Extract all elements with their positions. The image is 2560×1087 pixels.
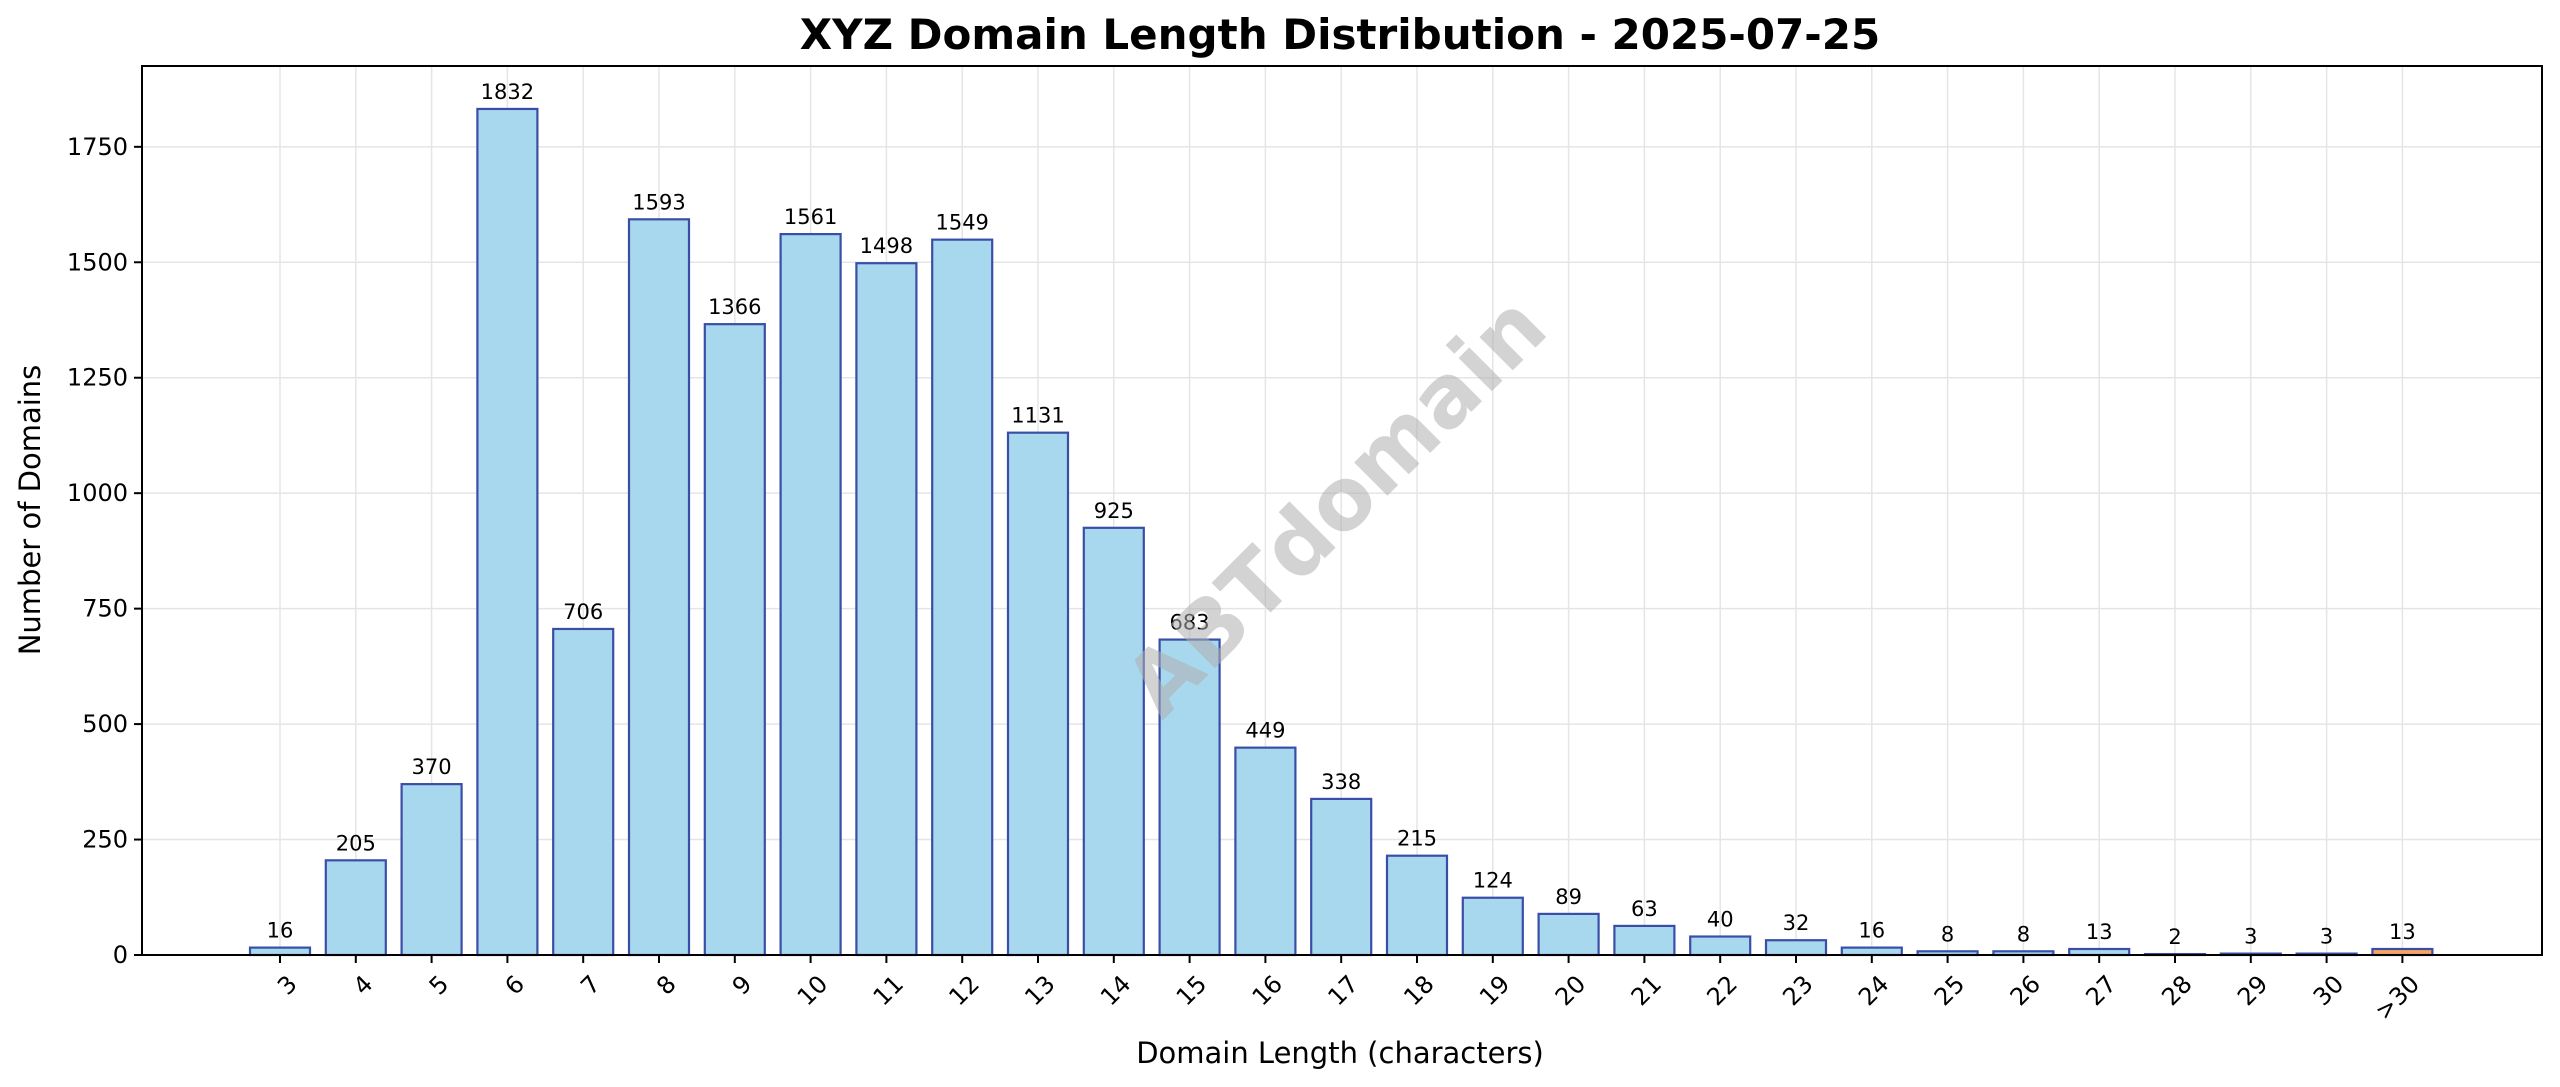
- data-label: 1561: [784, 205, 837, 229]
- data-label: 8: [2017, 922, 2030, 946]
- bar-8: [627, 218, 691, 957]
- bar-10: [779, 233, 842, 957]
- y-tick-label: 1250: [67, 364, 128, 392]
- bar-9: [703, 323, 766, 957]
- data-label: 338: [1321, 770, 1361, 794]
- y-tick-label: 1000: [67, 479, 128, 507]
- x-tick-label: 6: [499, 970, 530, 1001]
- data-label: 2: [2168, 925, 2181, 949]
- bar-15: [1158, 638, 1221, 957]
- data-label: 16: [1858, 919, 1885, 943]
- y-tick-label: 500: [82, 710, 128, 738]
- x-tick-label: 4: [348, 970, 379, 1001]
- x-tick-label: 27: [2080, 970, 2121, 1011]
- data-label: 16: [267, 919, 294, 943]
- bar-22: [1689, 935, 1752, 957]
- data-label: 89: [1555, 885, 1582, 909]
- x-tick-label: 26: [2005, 970, 2046, 1011]
- x-tick-label: 3: [272, 970, 303, 1001]
- data-label: 1593: [632, 190, 685, 214]
- bar-21: [1613, 924, 1676, 957]
- x-tick-label: 18: [1398, 970, 1439, 1011]
- data-label: 683: [1170, 611, 1210, 635]
- x-tick-label: 5: [424, 970, 455, 1001]
- data-label: 706: [563, 600, 603, 624]
- bar-7: [552, 627, 615, 957]
- bar-17: [1310, 797, 1373, 957]
- x-tick-label: 9: [727, 970, 758, 1001]
- data-label: 370: [412, 755, 452, 779]
- x-axis-label: Domain Length (characters): [1136, 1036, 1544, 1070]
- bar-12: [931, 238, 994, 957]
- x-tick-label: 22: [1701, 970, 1742, 1011]
- x-tick-label: 8: [651, 970, 682, 1001]
- x-tick-label: 13: [1019, 970, 1060, 1011]
- data-label: 1131: [1011, 404, 1064, 428]
- data-label: 1832: [481, 80, 534, 104]
- x-tick-label: 30: [2308, 970, 2349, 1011]
- x-tick-label: 24: [1853, 970, 1894, 1011]
- bar-23: [1764, 939, 1828, 957]
- x-tick-label: 11: [868, 970, 909, 1011]
- bar-13: [1006, 431, 1070, 957]
- bar-24: [1840, 946, 1903, 957]
- x-tick-label: 14: [1095, 970, 1136, 1011]
- x-tick-label: 28: [2156, 970, 2197, 1011]
- bar-11: [855, 262, 918, 957]
- bar-18: [1385, 854, 1449, 957]
- y-tick-label: 1750: [67, 133, 128, 161]
- data-label: 925: [1094, 499, 1134, 523]
- x-axis-ticks: 3 4 5 6 7 8 9 10 11 12 13 14 15 16 17 18 19 20 21 22 23 24 25 2…: [272, 955, 2425, 1026]
- bar-19: [1461, 896, 1524, 957]
- data-label: 63: [1631, 897, 1658, 921]
- data-label: 1549: [935, 211, 988, 235]
- bar-16: [1234, 746, 1297, 957]
- data-label: 13: [2389, 920, 2416, 944]
- data-label: 215: [1397, 827, 1437, 851]
- x-tick-label: 12: [943, 970, 984, 1011]
- data-label: 3: [2244, 925, 2257, 949]
- data-label: 1366: [708, 295, 761, 319]
- bar-4: [324, 859, 387, 957]
- data-label: 32: [1783, 911, 1810, 935]
- x-tick-label: 19: [1474, 970, 1515, 1011]
- x-tick-label: 17: [1322, 970, 1363, 1011]
- x-tick-label: 10: [792, 970, 833, 1011]
- x-tick-label: 16: [1247, 970, 1288, 1011]
- y-axis-label: Number of Domains: [13, 365, 47, 656]
- bar-14: [1082, 526, 1145, 957]
- data-label: 449: [1245, 719, 1285, 743]
- data-label: 205: [336, 831, 376, 855]
- bar-6: [476, 107, 539, 957]
- y-tick-label: 0: [113, 941, 128, 969]
- x-tick-label: 20: [1550, 970, 1591, 1011]
- x-tick-label: 23: [1777, 970, 1818, 1011]
- data-label: 40: [1707, 908, 1734, 932]
- y-tick-label: 250: [82, 826, 128, 854]
- x-tick-label: 7: [575, 970, 606, 1001]
- bar-3: [248, 946, 312, 957]
- x-tick-label: 29: [2232, 970, 2273, 1011]
- y-axis-ticks: 0 250 500 750 1000 1250 1500 1750: [67, 133, 142, 969]
- y-tick-label: 750: [82, 595, 128, 623]
- data-label: 124: [1473, 869, 1513, 893]
- y-tick-label: 1500: [67, 248, 128, 276]
- bar-5: [400, 783, 463, 957]
- x-tick-label: 15: [1171, 970, 1212, 1011]
- x-tick-label: 25: [1929, 970, 1970, 1011]
- x-tick-label: >30: [2369, 970, 2425, 1026]
- data-labels: 16 205 370 1832 706 1593 1366 1561 1498 1549 1131 9…: [267, 80, 2416, 949]
- watermark: ABTdomain: [1106, 276, 1565, 735]
- data-label: 13: [2086, 920, 2113, 944]
- data-label: 8: [1941, 922, 1954, 946]
- chart-title: XYZ Domain Length Distribution - 2025-07…: [800, 10, 1880, 59]
- x-tick-label: 21: [1626, 970, 1667, 1011]
- data-label: 3: [2320, 925, 2333, 949]
- data-label: 1498: [860, 234, 913, 258]
- bar-20: [1537, 912, 1600, 957]
